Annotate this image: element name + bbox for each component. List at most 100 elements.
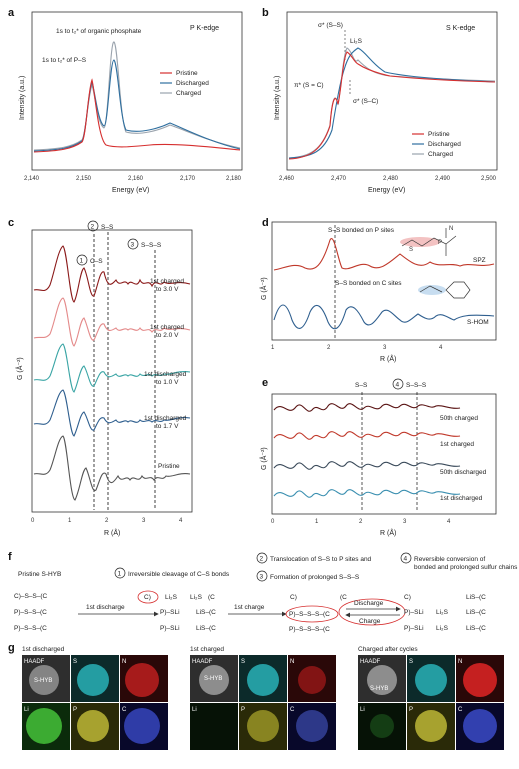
panel-f-struct: LiS–(C [466,625,486,632]
panel-f-struct: P)–SLi [404,609,424,616]
panel-c-curve-label: 1st discharged to 1.0 V [144,371,187,386]
panel-d-curve-label-spz: SPZ [473,257,486,264]
panel-g-haadf-label: HAADF [360,659,381,665]
panel-d-xtick: 3 [383,345,387,351]
panel-d-mol-n: N [449,226,453,232]
panel-a-xtick: 2,160 [128,176,144,182]
panel-f-struct: C) [290,594,297,601]
panel-b-legend-charged: Charged [428,151,453,158]
panel-a-legend-pristine: Pristine [176,70,198,77]
panel-c-curve-label: 1st discharged to 1.7 V [144,415,187,430]
panel-a-annot-ps: 1s to t₂* of P–S [42,57,87,64]
panel-d-frame [271,221,497,341]
panel-g-title: 1st charged [190,646,224,653]
panel-g-group-2: 1st charged HAADF S-HYB S N Li P C [190,646,336,750]
panel-d: d S–S bonded on P sites S–S bonded on C … [259,217,497,363]
panel-b-legend-discharged: Discharged [428,141,461,148]
panel-e-ylabel: G (Å⁻²) [259,447,268,470]
panel-c-xtick: 4 [179,518,183,524]
panel-c: c 2 S–S 3 S–S–S 1 C–S 1st charged to 3.0 … [8,217,193,537]
panel-b-xlabel: Energy (eV) [368,187,405,194]
panel-f-struct: P)–SLi [160,625,180,632]
panel-g-group-1: 1st discharged HAADF S-HYB S N Li P C [22,646,168,750]
panel-g-map-label: N [290,659,294,665]
panel-c-xticks: 0 1 2 3 4 [31,518,183,524]
panel-g-map-label: P [241,707,245,713]
panel-f-struct: C)–S–S–(C [14,593,48,600]
panel-c-curve-label: 1st charged to 3.0 V [150,278,184,293]
panel-f-struct: Li₂S [190,594,203,601]
panel-a-edge: P K-edge [190,25,219,32]
panel-c-marker-1-num: 1 [80,258,84,265]
panel-e-curve-50th-charged [273,403,461,412]
panel-g-sample: S-HYB [370,686,388,692]
panel-d-curve-label-shom: S-HOM [467,319,489,326]
panel-a-annot-organic: 1s to t₂* of organic phosphate [56,28,142,35]
panel-b-annot-ss: σ* (S–S) [318,22,343,29]
panel-e-mark-ss: S–S [355,382,368,389]
panel-f-struct: LiS–(C [466,594,486,601]
panel-g-haadf-label: HAADF [192,659,213,665]
panel-e-curve-label: 50th charged [440,415,478,422]
panel-f-struct: LiS–(C [466,609,486,616]
panel-a-legend-discharged: Discharged [176,80,209,87]
panel-c-marker-3 [127,238,139,250]
panel-g-map-label: C [122,707,127,713]
panel-b-ylabel: Intensity (a.u.) [274,76,281,120]
panel-g-map-label: S [241,659,245,665]
panel-b-curve-charged [288,47,496,159]
panel-e-curve-label: 1st discharged [440,495,483,502]
panel-c-xtick: 1 [68,518,72,524]
panel-a-xticks: 2,140 2,150 2,160 2,170 2,180 [24,176,242,182]
panel-g-map-label: N [458,659,462,665]
panel-f-struct: Li₂S [436,609,449,616]
panel-a-xtick: 2,150 [76,176,92,182]
panel-g-map-label: C [458,707,463,713]
panel-g-map-label: N [122,659,126,665]
panel-b-frame [286,11,498,171]
panel-c-marker-1 [76,254,88,266]
panel-e-xticks: 0 1 2 3 4 [271,519,451,525]
panel-e-marker-4-text: S–S–S [406,382,427,389]
panel-e-curve-label: 1st charged [440,441,474,448]
panel-d-xtick: 2 [327,345,331,351]
panel-c-marker-3-num: 3 [131,242,135,249]
panel-f-step-2: Translocation of S–S to P sites and [270,556,372,563]
panel-f-struct: P)–S–S–(C [14,625,47,632]
panel-c-marker-3-text: S–S–S [141,242,162,249]
panel-g-map-label: C [290,707,295,713]
panel-b-annot-sc: σ* (S–C) [353,98,378,105]
panel-c-curve-pristine [33,435,191,501]
panel-a-curve-discharged [33,59,241,152]
panel-e-marker-4 [392,378,404,390]
panel-d-xtick: 4 [439,345,443,351]
panel-b-xtick: 2,460 [279,176,295,182]
panel-c-curve-discharged-17v [33,389,191,437]
panel-e-xlabel: R (Å) [380,528,396,537]
panel-f-struct: Li₂S [165,594,178,601]
panel-d-highlight-p [400,237,440,247]
panel-g: g 1st discharged HAADF S-HYB S N Li P C … [8,642,504,750]
panel-c-marker-2 [87,220,99,232]
panel-f-step-1: Irreversible cleavage of C–S bonds [128,571,230,578]
panel-f-struct: Li₂S [436,625,449,632]
panel-b-xticks: 2,460 2,470 2,480 2,490 2,500 [279,176,497,182]
panel-f-struct: P)–S–S–S–(C [289,626,330,633]
panel-f-n1: 1 [118,571,122,578]
panel-d-annot-c: S–S bonded on C sites [335,280,402,287]
panel-c-curve-discharged-1v [33,343,191,393]
panel-e-curve-1st-charged [273,431,461,440]
panel-c-curve-label: 1st charged to 2.0 V [150,324,184,339]
panel-c-curve-charged-2v [33,297,191,347]
panel-d-highlight-c [418,285,446,295]
panel-f-n2: 2 [260,556,264,563]
panel-d-molecule-p: S P N [400,226,457,256]
panel-g-map-label: Li [192,707,197,713]
panel-d-mol-s: S [409,247,413,253]
panel-d-xlabel: R (Å) [380,354,396,363]
panel-a-legend-charged: Charged [176,90,201,97]
panel-a-frame [31,11,243,171]
panel-c-curve-charged-3v [33,245,191,303]
panel-b-legend-pristine: Pristine [428,131,450,138]
